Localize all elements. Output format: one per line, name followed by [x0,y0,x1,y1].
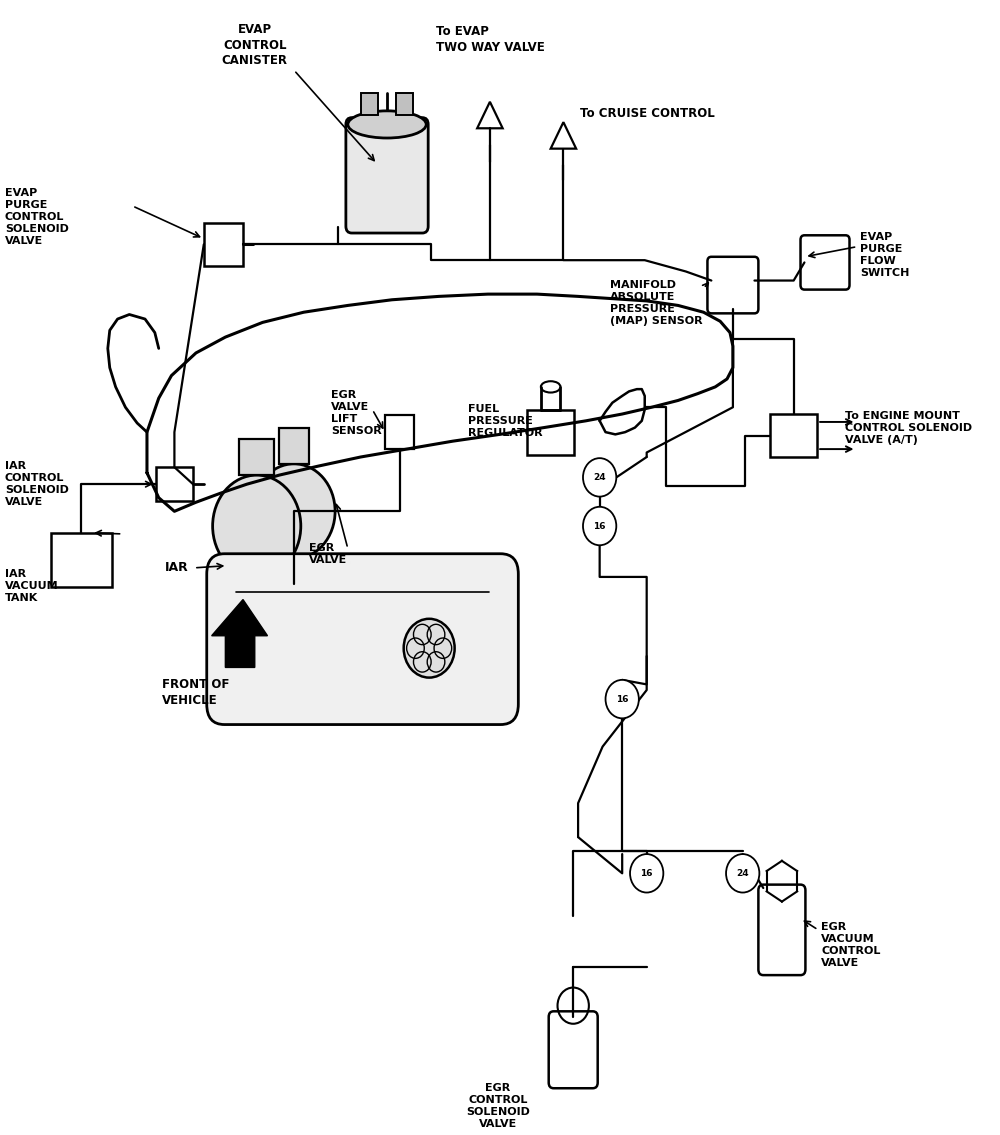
Circle shape [583,459,616,497]
Text: EVAP
CONTROL
CANISTER: EVAP CONTROL CANISTER [222,23,288,67]
Bar [204,222,243,266]
Bar [279,428,309,464]
Text: IAR: IAR [165,562,188,574]
Circle shape [213,476,301,577]
Text: EGR
CONTROL
SOLENOID
VALVE: EGR CONTROL SOLENOID VALVE [466,1083,530,1129]
Text: To EVAP
TWO WAY VALVE: To EVAP TWO WAY VALVE [436,25,545,53]
Text: EVAP
PURGE
CONTROL
SOLENOID
VALVE: EVAP PURGE CONTROL SOLENOID VALVE [5,188,69,246]
Polygon shape [212,599,267,667]
Bar [385,415,414,449]
FancyBboxPatch shape [346,118,428,233]
Bar [239,439,274,476]
Circle shape [630,854,663,892]
Circle shape [726,854,759,892]
Circle shape [404,619,455,678]
Ellipse shape [348,111,426,138]
Text: To CRUISE CONTROL: To CRUISE CONTROL [580,107,715,119]
FancyBboxPatch shape [207,554,518,724]
Text: EGR
VALVE
LIFT
SENSOR: EGR VALVE LIFT SENSOR [331,390,382,436]
Bar [51,532,112,587]
Bar [396,93,413,116]
Bar [770,414,817,457]
Text: MANIFOLD
ABSOLUTE
PRESSURE
(MAP) SENSOR: MANIFOLD ABSOLUTE PRESSURE (MAP) SENSOR [610,280,703,326]
Text: 16: 16 [593,521,606,530]
Text: IAR
CONTROL
SOLENOID
VALVE: IAR CONTROL SOLENOID VALVE [5,461,69,507]
Text: 24: 24 [593,473,606,482]
Text: IAR
VACUUM
TANK: IAR VACUUM TANK [5,569,59,603]
Bar [156,468,193,502]
Text: To ENGINE MOUNT
CONTROL SOLENOID
VALVE (A/T): To ENGINE MOUNT CONTROL SOLENOID VALVE (… [845,411,972,445]
Bar [527,410,574,455]
Circle shape [583,507,616,545]
Text: EVAP
PURGE
FLOW
SWITCH: EVAP PURGE FLOW SWITCH [860,232,910,278]
Text: 16: 16 [616,695,628,704]
Bar [272,558,316,583]
Circle shape [606,680,639,718]
Bar [361,93,378,116]
Text: FRONT OF
VEHICLE: FRONT OF VEHICLE [162,678,229,707]
Text: EGR
VALVE: EGR VALVE [309,544,347,565]
Text: FUEL
PRESSURE
REGULATOR: FUEL PRESSURE REGULATOR [468,404,543,438]
Circle shape [253,464,335,558]
Text: 16: 16 [640,868,653,877]
Text: 24: 24 [736,868,749,877]
Text: EGR
VACUUM
CONTROL
VALVE: EGR VACUUM CONTROL VALVE [821,922,880,967]
